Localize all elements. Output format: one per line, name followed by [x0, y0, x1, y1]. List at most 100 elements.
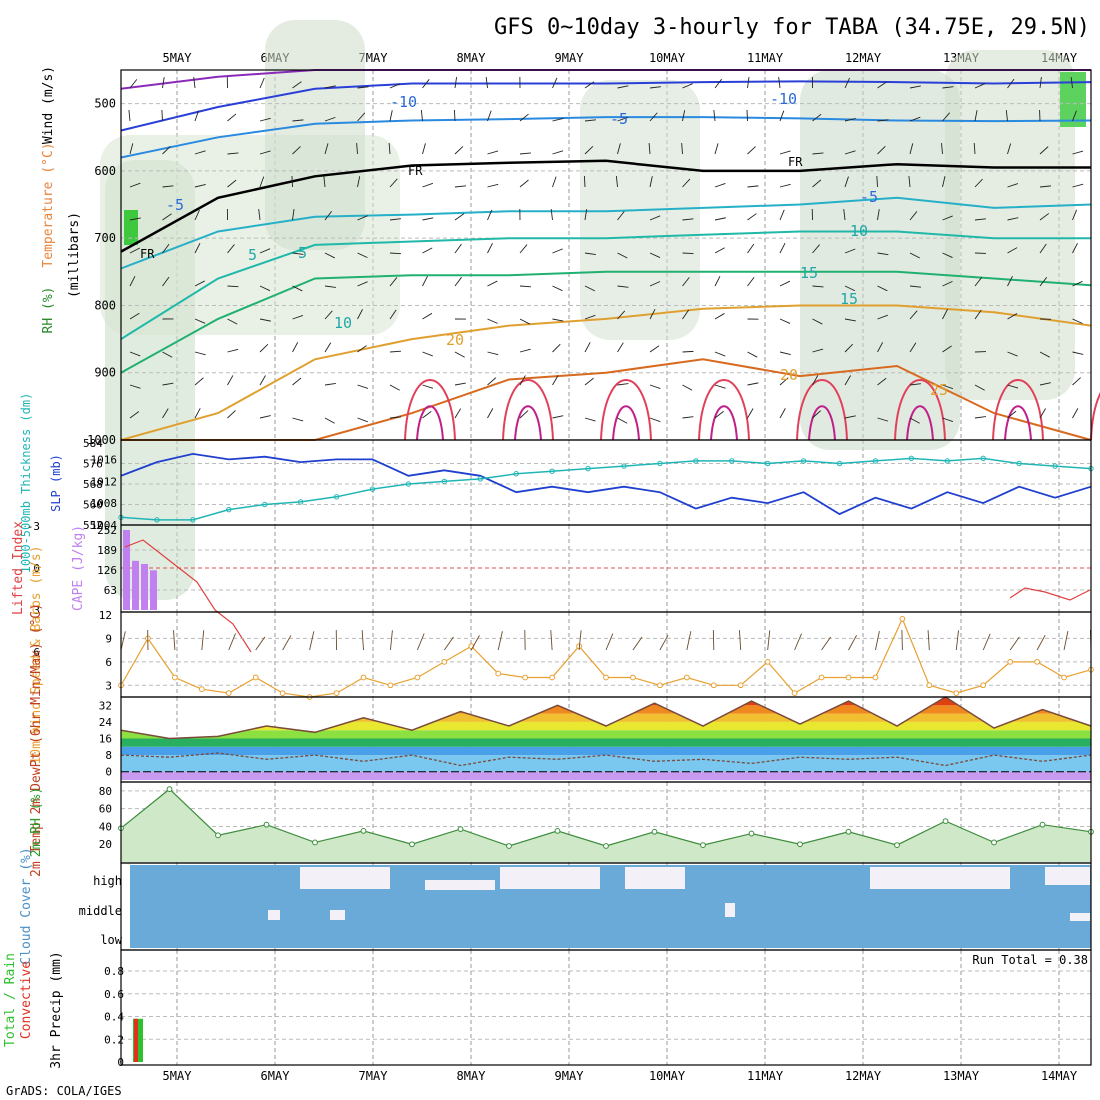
wind-barb [844, 415, 856, 419]
contour-label: 5 [298, 244, 307, 262]
wind-barb [779, 209, 785, 221]
wind-barb [388, 143, 391, 155]
wind-barb [747, 185, 759, 188]
wind-barb [194, 209, 200, 221]
rh-shade-area [945, 50, 1075, 400]
temp-band [121, 697, 1091, 706]
wind-barb [194, 377, 204, 386]
temp-tick: 24 [99, 716, 113, 729]
wind-barb [844, 118, 856, 122]
wind-barb [422, 351, 433, 357]
wind-barb [778, 77, 781, 89]
isotherm-hot [514, 405, 542, 441]
wind-barb [942, 252, 953, 258]
wind-barb [974, 384, 985, 391]
slp-tick: 1012 [91, 475, 118, 488]
x-tick-top: 5MAY [163, 51, 193, 65]
wind-barb [422, 247, 433, 254]
wind-barb [519, 318, 530, 325]
wind-barb [1072, 408, 1079, 419]
isotherm-warm [404, 379, 456, 441]
wind10m-barb [1063, 630, 1069, 651]
wind-barb [648, 143, 651, 155]
wind-speed-point [279, 690, 286, 696]
wind-speed-point [414, 674, 421, 681]
wind10m-barb [982, 633, 991, 651]
wind-barb [649, 86, 661, 89]
wind-barb [812, 152, 824, 155]
wind-barb [357, 345, 367, 353]
y-tick-pressure: 1000 [87, 433, 116, 447]
wind-speed-point [630, 674, 636, 681]
wind-barb [552, 285, 563, 292]
li-line [124, 539, 252, 653]
wind-barb [324, 252, 336, 259]
wind-barb [129, 411, 140, 419]
wind-barb [584, 209, 588, 221]
profile-ylabel-temp: Temperature (°C) [41, 142, 56, 267]
wind-barb [877, 81, 887, 89]
thickness-tick: 560 [83, 499, 103, 512]
wind10m-barb [443, 636, 454, 651]
wind-barb [357, 281, 368, 287]
wind-barb [682, 416, 694, 419]
wind-barb [844, 248, 856, 254]
isotherm-warm [796, 379, 848, 441]
wind-barb [389, 350, 402, 353]
isotherm [120, 270, 1092, 374]
wind-barb [682, 178, 691, 188]
wind-tick: 3 [105, 679, 112, 692]
rh-shade-high [1060, 72, 1086, 127]
isotherm [120, 159, 1091, 253]
wind-barb [552, 343, 561, 353]
isotherm-hot [906, 405, 934, 441]
wind-speed-point [549, 674, 556, 681]
wind-barb [812, 179, 822, 188]
wind10m-barb [361, 630, 364, 651]
wind-barb [649, 417, 661, 423]
wind-barb [909, 85, 921, 89]
rh-point [1039, 821, 1046, 828]
wind-barb [227, 113, 237, 122]
wind-speed-point [953, 690, 960, 696]
wind-barb [843, 209, 846, 221]
wind-barb [941, 143, 943, 155]
thickness-point [657, 460, 663, 467]
wind-barb [519, 285, 532, 288]
wind-barb [129, 79, 138, 89]
wind10m-barb [416, 633, 425, 651]
wind-barb [844, 150, 856, 155]
wind-barb [129, 217, 141, 221]
cloud-gap [870, 867, 1010, 889]
rh-shade-area [265, 20, 365, 250]
wind-barb [617, 383, 629, 386]
wind-barb [909, 383, 921, 386]
x-tick-top: 10MAY [649, 51, 686, 65]
wind-barb [812, 318, 823, 325]
wind-speed-point [791, 690, 798, 696]
wind-barb [259, 375, 266, 386]
wind10m-barb [1036, 634, 1046, 651]
rh-point [263, 821, 270, 828]
wind-barb [617, 417, 628, 424]
isotherm [120, 116, 1092, 159]
wind10m-barb [632, 636, 643, 651]
wind-barb [227, 152, 239, 155]
thickness-point [441, 478, 448, 485]
wind-barb [422, 312, 433, 320]
rh-tick: 80 [99, 785, 112, 798]
temp-tick: 32 [99, 699, 112, 712]
wind-barb [942, 176, 946, 188]
thickness-tick: 584 [83, 437, 103, 450]
wind-barb [617, 252, 628, 259]
wind-barb [324, 417, 335, 424]
x-tick-top: 12MAY [845, 51, 882, 65]
wind-barb [1007, 351, 1018, 357]
wind-barb [584, 252, 596, 256]
wind-barb [487, 408, 494, 419]
isotherm-hot [1004, 405, 1032, 441]
wind-barb [324, 342, 332, 353]
wind-speed-point [252, 674, 259, 681]
wind-barb [357, 252, 368, 259]
wind-barb [714, 313, 725, 320]
